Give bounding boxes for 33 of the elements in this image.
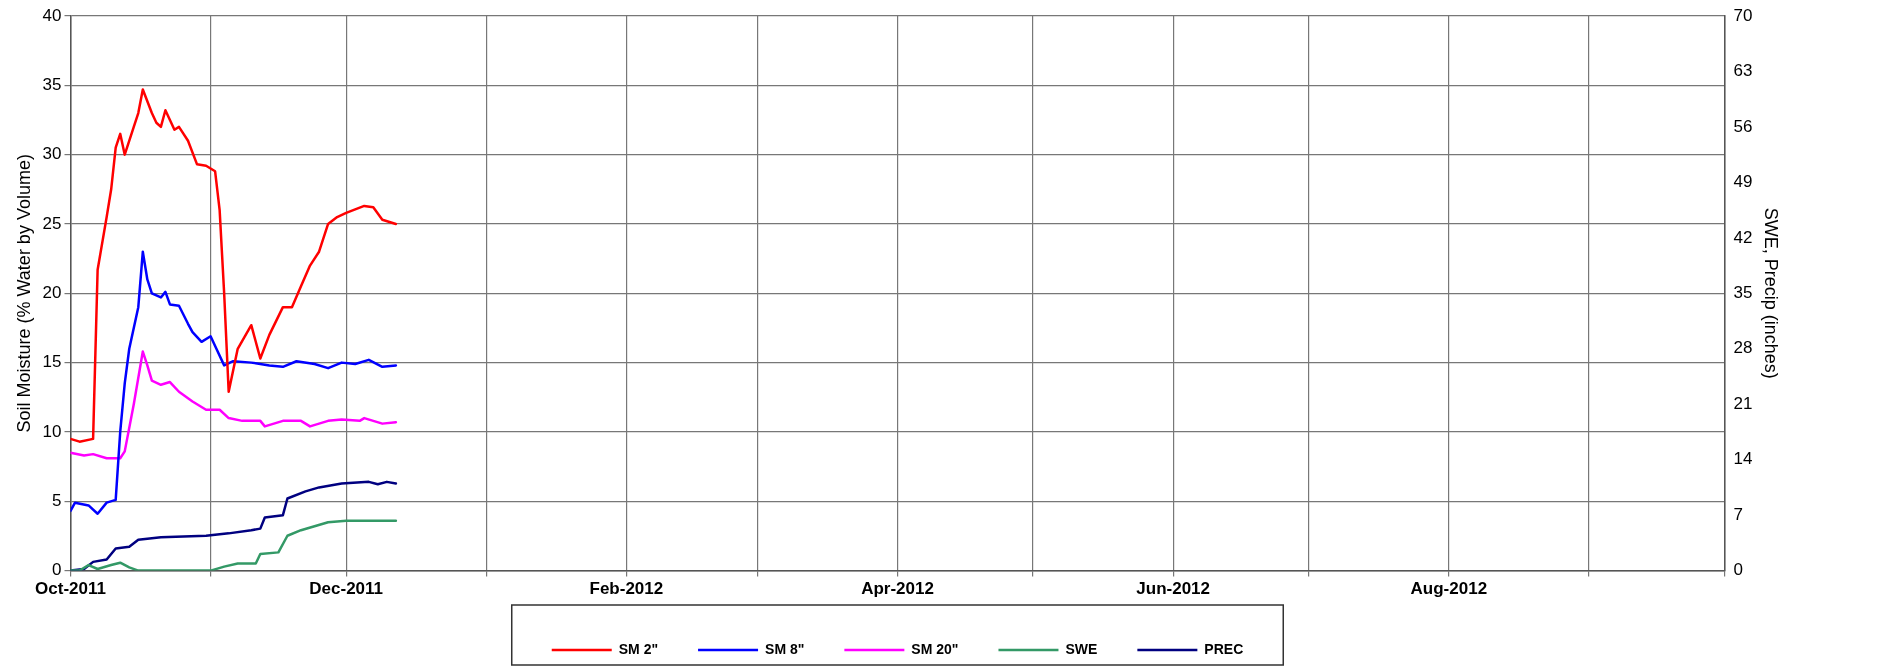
y2-tick-label: 0 — [1733, 560, 1743, 580]
y2-tick-label: 70 — [1733, 5, 1753, 25]
legend-label: SM 8" — [765, 640, 805, 657]
legend-label: SM 20" — [911, 640, 959, 657]
y2-axis-title: SWE, Precip (inches) — [1761, 207, 1782, 379]
y-tick-label: 15 — [42, 352, 62, 372]
x-tick-label: Oct-2011 — [35, 579, 106, 599]
y2-tick-label: 49 — [1733, 172, 1753, 192]
legend-label: SM 2" — [618, 640, 659, 657]
y2-tick-label: 42 — [1733, 227, 1753, 247]
y-tick-label: 40 — [42, 5, 62, 25]
x-tick-label: Jun-2012 — [1136, 579, 1211, 599]
y2-tick-label: 28 — [1733, 338, 1753, 358]
x-tick-label: Apr-2012 — [861, 579, 934, 599]
y-tick-label: 0 — [52, 560, 62, 580]
y-tick-label: 35 — [42, 75, 62, 95]
y-tick-label: 10 — [42, 421, 62, 441]
y2-tick-label: 7 — [1733, 504, 1743, 524]
y2-tick-label: 35 — [1733, 282, 1753, 302]
y-tick-label: 30 — [42, 144, 62, 164]
legend-label: PREC — [1204, 640, 1244, 657]
x-tick-label: Dec-2011 — [309, 579, 384, 599]
y-tick-label: 20 — [42, 282, 62, 302]
x-tick-label: Feb-2012 — [589, 579, 664, 599]
legend-label: SWE — [1065, 640, 1098, 657]
y-tick-label: 25 — [42, 213, 62, 233]
y-axis-title: Soil Moisture (% Water by Volume) — [13, 154, 34, 433]
y2-tick-label: 63 — [1733, 61, 1753, 81]
y2-tick-label: 14 — [1733, 449, 1753, 469]
y2-tick-label: 21 — [1733, 393, 1753, 413]
y2-tick-label: 56 — [1733, 116, 1753, 136]
y-tick-label: 5 — [52, 490, 62, 510]
x-tick-label: Aug-2012 — [1410, 579, 1488, 599]
